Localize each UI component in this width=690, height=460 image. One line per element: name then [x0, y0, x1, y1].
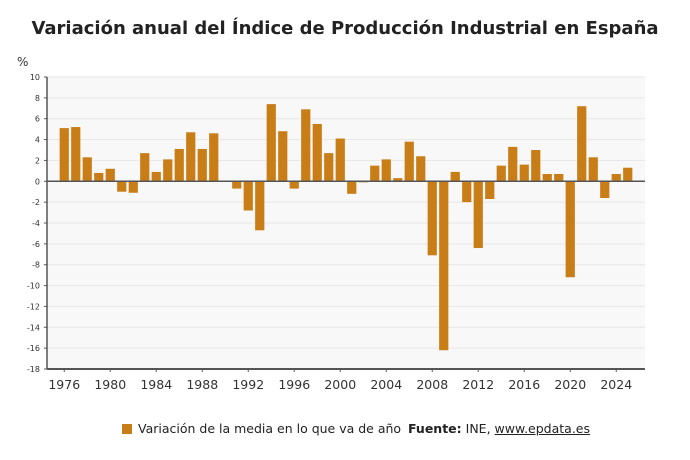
bar-2004 — [381, 159, 391, 182]
y-tick-label: 0 — [35, 177, 40, 186]
x-tick-label: 1980 — [94, 377, 126, 392]
legend: Variación de la media en lo que va de añ… — [122, 421, 401, 436]
x-tick-label: 2016 — [508, 377, 540, 392]
x-tick-label: 2000 — [324, 377, 356, 392]
bar-1989 — [209, 133, 219, 182]
y-tick-label: -2 — [32, 198, 40, 207]
bar-2025 — [623, 167, 633, 182]
x-tick-label: 1976 — [48, 377, 80, 392]
source-link[interactable]: www.epdata.es — [494, 421, 590, 436]
y-tick-label: 10 — [30, 73, 40, 82]
bar-1978 — [82, 157, 92, 182]
bar-2023 — [600, 181, 610, 198]
bar-1997 — [301, 109, 311, 182]
bar-2009 — [439, 181, 449, 351]
x-tick-label: 2012 — [462, 377, 494, 392]
y-tick-label: -18 — [27, 365, 40, 374]
bar-1983 — [140, 153, 150, 182]
bar-1988 — [197, 148, 207, 182]
bar-1993 — [255, 181, 265, 231]
y-tick-label: 6 — [35, 115, 40, 124]
bar-2006 — [404, 141, 414, 182]
bar-1992 — [243, 181, 253, 211]
y-tick-label: -10 — [27, 282, 40, 291]
bar-1981 — [117, 181, 127, 192]
y-tick-label: 2 — [35, 156, 40, 165]
source-note: Fuente: INE, www.epdata.es — [408, 421, 590, 436]
bar-2007 — [416, 156, 426, 182]
x-tick-label: 2004 — [370, 377, 402, 392]
bar-2013 — [485, 181, 495, 200]
bar-1984 — [151, 171, 161, 182]
y-tick-label: 4 — [35, 136, 40, 145]
bar-1986 — [174, 148, 184, 182]
y-tick-label: -8 — [32, 261, 40, 270]
bar-2005 — [393, 178, 403, 182]
bar-1979 — [94, 172, 104, 182]
bar-2000 — [335, 138, 345, 182]
source-label: Fuente: — [408, 421, 462, 436]
bar-1980 — [105, 168, 115, 182]
x-tick-label: 2024 — [600, 377, 632, 392]
x-tick-label: 1988 — [186, 377, 218, 392]
legend-swatch — [122, 423, 132, 434]
y-axis-label: % — [17, 55, 29, 69]
y-tick-label: -14 — [27, 323, 40, 332]
bar-1987 — [186, 132, 196, 182]
bar-2001 — [347, 181, 357, 194]
bar-2010 — [450, 171, 460, 182]
bar-2017 — [531, 150, 541, 182]
bar-1998 — [312, 123, 322, 182]
bar-2020 — [565, 181, 575, 278]
bar-1982 — [128, 181, 138, 193]
chart-title: Variación anual del Índice de Producción… — [31, 18, 659, 39]
bar-2016 — [519, 164, 529, 182]
x-tick-label: 1992 — [232, 377, 264, 392]
bar-1985 — [163, 159, 173, 182]
bar-1994 — [266, 104, 276, 182]
bar-2011 — [462, 181, 472, 203]
bar-2012 — [473, 181, 483, 249]
bar-1991 — [232, 181, 242, 189]
x-tick-label: 2020 — [554, 377, 586, 392]
bar-1977 — [71, 127, 81, 182]
y-tick-label: -16 — [27, 344, 40, 353]
bar-2008 — [427, 181, 437, 256]
source-text: INE, — [465, 421, 491, 436]
bar-2021 — [577, 106, 587, 182]
x-tick-label: 2008 — [416, 377, 448, 392]
bar-2018 — [542, 173, 552, 182]
x-tick-label: 1996 — [278, 377, 310, 392]
y-tick-label: -12 — [27, 302, 40, 311]
y-tick-label: 8 — [35, 94, 40, 103]
bar-2014 — [496, 165, 506, 182]
y-tick-label: -6 — [32, 240, 40, 249]
bar-2019 — [554, 173, 564, 182]
bar-2015 — [508, 146, 518, 182]
bar-1976 — [59, 128, 69, 182]
bar-1995 — [278, 131, 288, 182]
bar-2003 — [370, 165, 380, 182]
bar-2024 — [611, 173, 621, 182]
y-tick-label: -4 — [32, 219, 40, 228]
bar-2022 — [588, 157, 598, 182]
bar-1996 — [289, 181, 299, 189]
x-tick-label: 1984 — [140, 377, 172, 392]
bar-1999 — [324, 153, 334, 182]
legend-label: Variación de la media en lo que va de añ… — [138, 421, 402, 436]
